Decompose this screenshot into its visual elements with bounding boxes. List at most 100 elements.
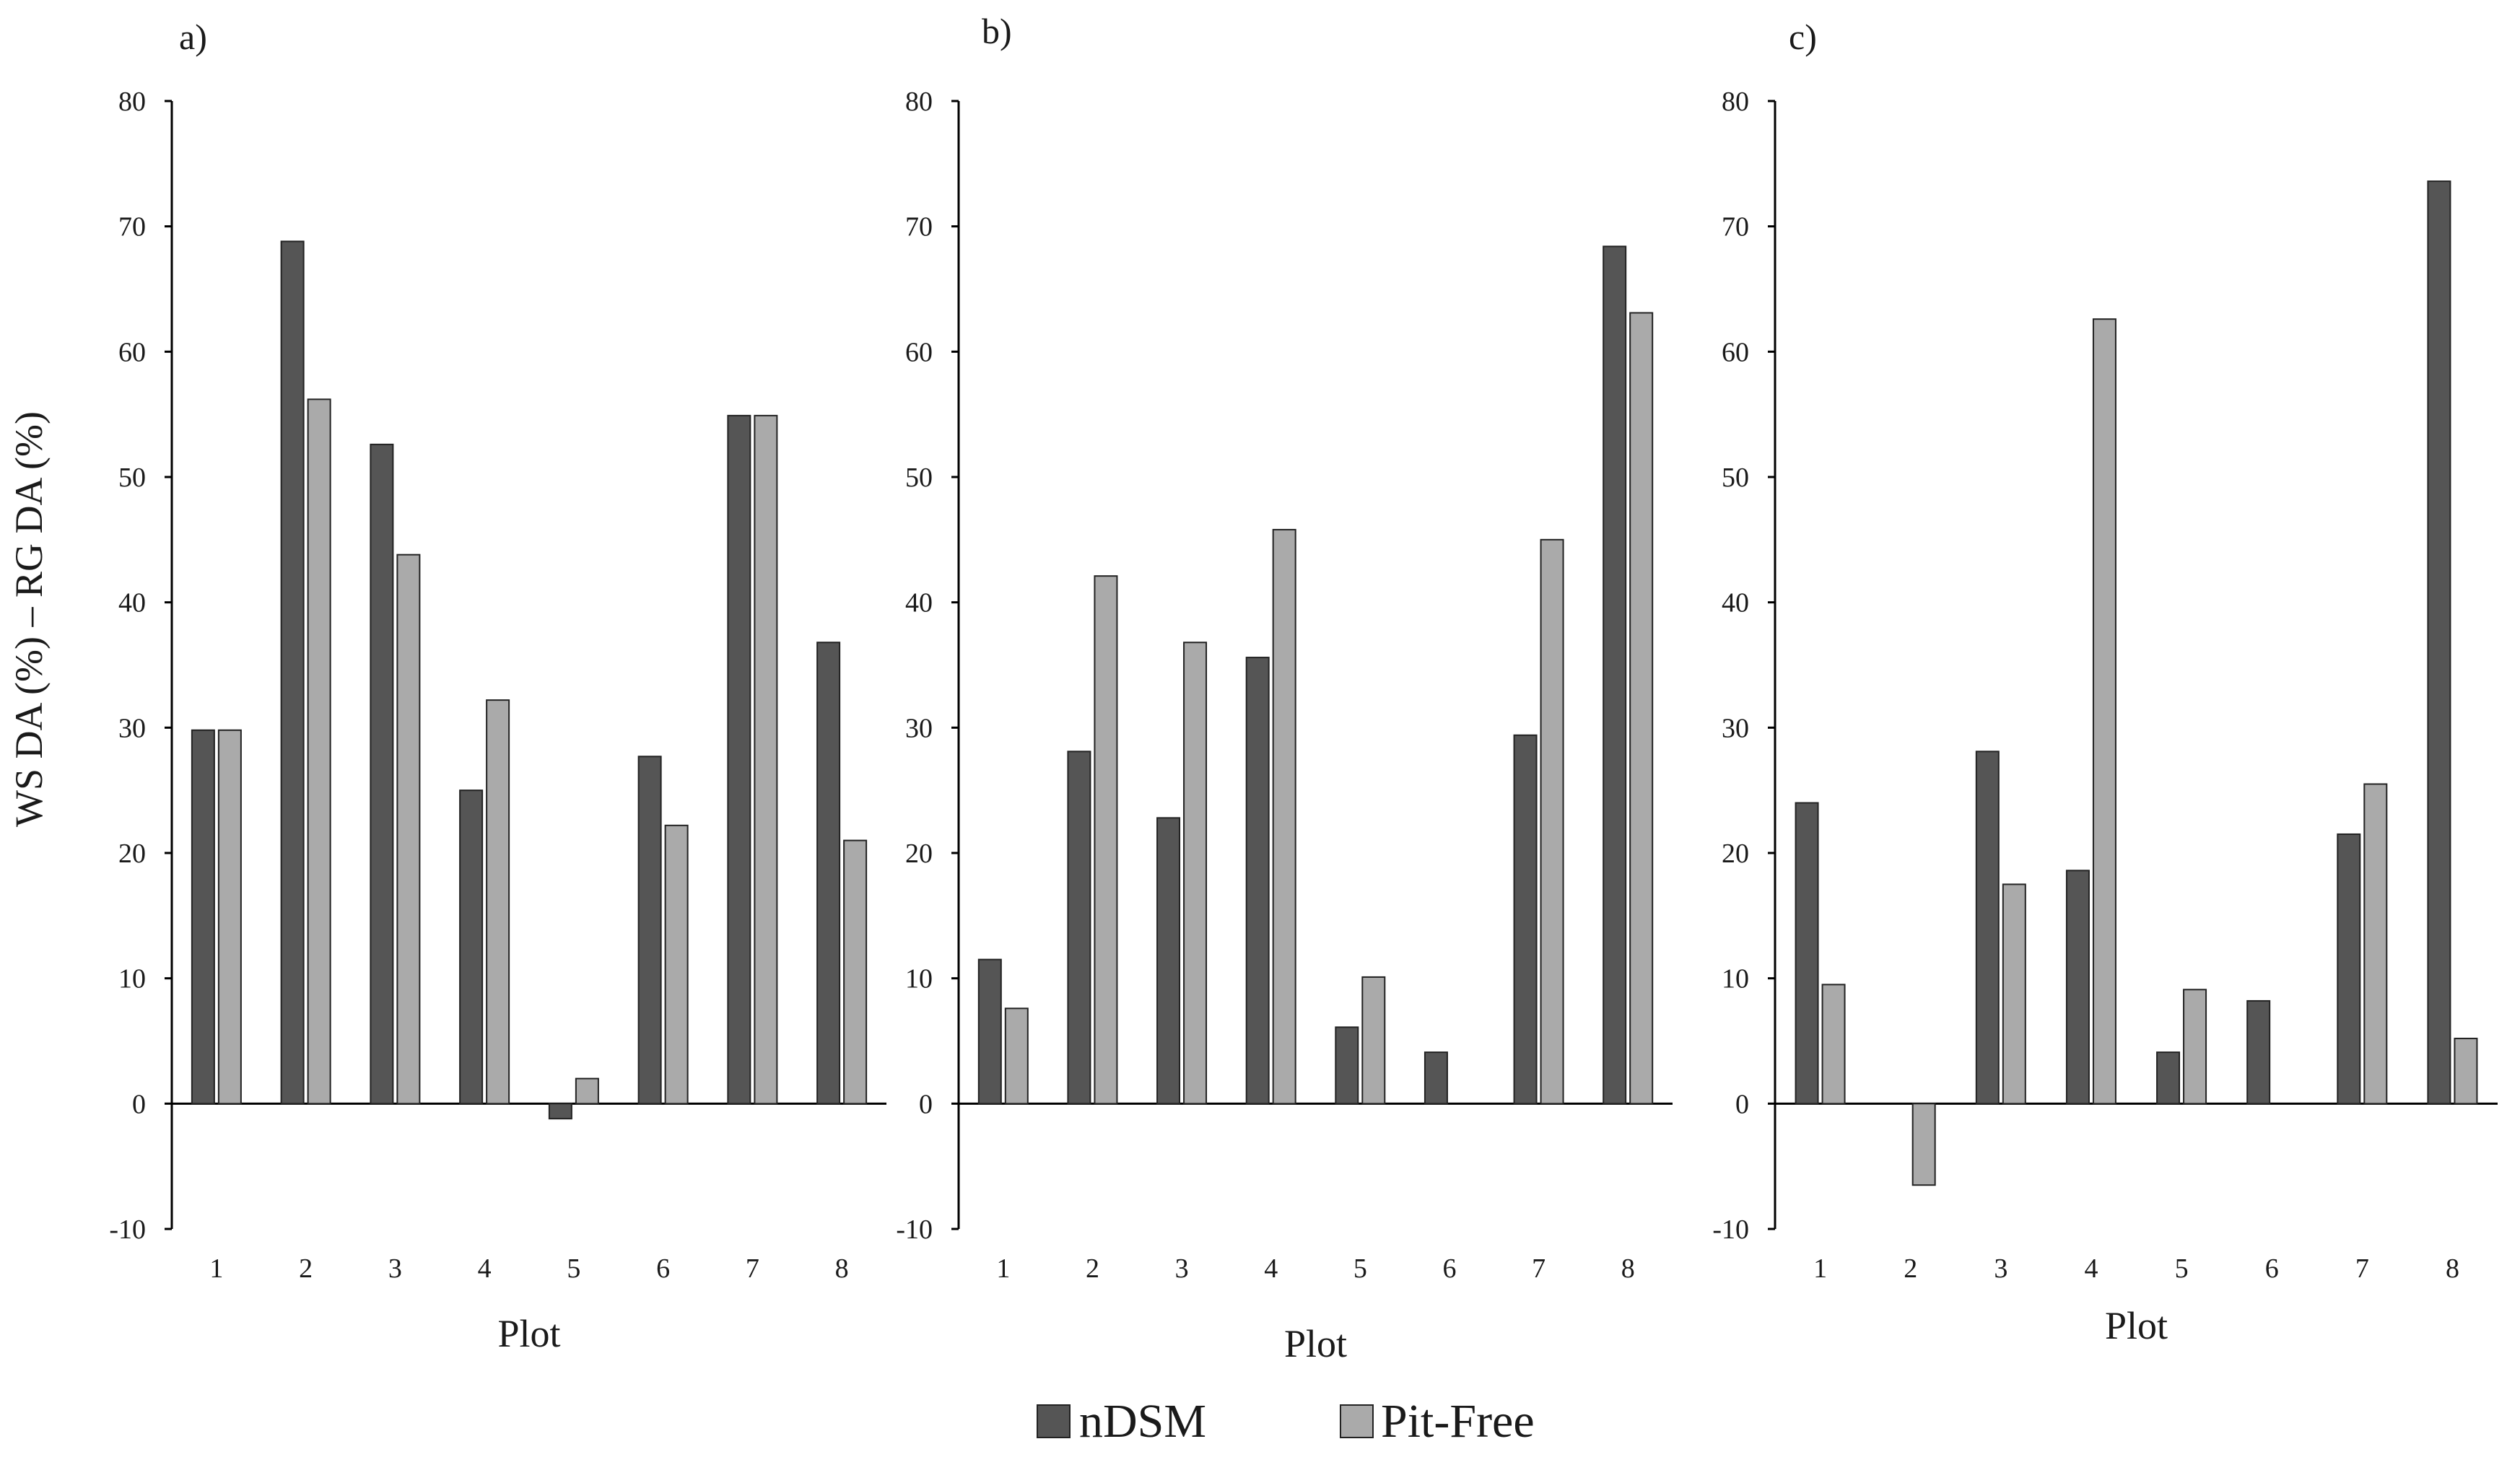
bar-ndsm-plot-8: [816, 642, 841, 1105]
x-tick-label: 8: [1621, 1253, 1635, 1284]
x-axis-title: Plot: [497, 1312, 560, 1355]
x-tick-label: 7: [1532, 1253, 1545, 1284]
bar-pit-free-plot-5: [575, 1077, 599, 1105]
panel-1: -10 0 10 20 30 40 50 60 70 80 1 2 3 4 5 6 7 8 a) Plot: [109, 17, 886, 1355]
x-tick-label: 5: [1353, 1253, 1367, 1284]
x-tick-label: 6: [2265, 1253, 2279, 1284]
y-tick-label: 30: [1722, 713, 1749, 743]
bar-pit-free-plot-8: [843, 839, 868, 1105]
legend-item-ndsm: nDSM: [1037, 1395, 1206, 1448]
y-tick-label: 0: [919, 1089, 933, 1119]
bar-ndsm-plot-1: [191, 729, 215, 1105]
bar-pit-free-plot-8: [1629, 312, 1654, 1105]
bar-ndsm-plot-3: [1975, 751, 2000, 1105]
x-tick-label: 4: [2084, 1253, 2098, 1284]
y-tick-label: 10: [1722, 964, 1749, 994]
bar-pit-free-plot-3: [396, 554, 421, 1105]
y-tick-label: 70: [1722, 212, 1749, 242]
y-tick-label: 30: [905, 713, 933, 743]
x-tick-label: 8: [2446, 1253, 2459, 1284]
y-tick-label: 50: [905, 463, 933, 493]
bar-ndsm-plot-8: [1603, 245, 1627, 1105]
y-tick-label: 40: [905, 588, 933, 618]
y-tick-label: 0: [132, 1089, 146, 1119]
y-tick-label: -10: [1712, 1215, 1749, 1245]
bar-pit-free-plot-5: [2183, 989, 2207, 1105]
bar-ndsm-plot-5: [2156, 1051, 2181, 1105]
y-tick-label: -10: [896, 1215, 933, 1245]
bar-ndsm-plot-2: [280, 240, 305, 1105]
bar-ndsm-plot-7: [2337, 833, 2361, 1105]
bar-ndsm-plot-8: [2427, 180, 2451, 1105]
bar-ndsm-plot-5: [1335, 1026, 1359, 1105]
x-tick-label: 2: [1904, 1253, 1917, 1284]
panel-3: -10 0 10 20 30 40 50 60 70 80 1 2 3 4 5 6 7 8 c) Plot: [1712, 17, 2498, 1347]
bar-pit-free-plot-6: [664, 824, 689, 1105]
bar-pit-free-plot-8: [2454, 1038, 2478, 1105]
panel-label: b): [982, 11, 1012, 51]
y-tick-label: 50: [1722, 463, 1749, 493]
x-tick-label: 1: [996, 1253, 1010, 1284]
y-tick-label: 80: [905, 87, 933, 117]
legend: nDSM Pit-Free: [1037, 1395, 1535, 1448]
x-tick-label: 8: [835, 1253, 849, 1284]
y-tick-label: 60: [905, 337, 933, 367]
legend-swatch: [1340, 1404, 1374, 1438]
bar-pit-free-plot-7: [2363, 783, 2388, 1105]
bar-ndsm-plot-7: [1513, 734, 1538, 1105]
bar-ndsm-plot-1: [977, 958, 1002, 1105]
x-tick-label: 4: [478, 1253, 492, 1284]
bar-ndsm-plot-3: [1156, 817, 1181, 1105]
bar-pit-free-plot-7: [1540, 538, 1564, 1105]
x-tick-label: 1: [1813, 1253, 1827, 1284]
x-tick-label: 5: [2175, 1253, 2189, 1284]
y-tick-label: 40: [1722, 588, 1749, 618]
x-tick-label: 4: [1264, 1253, 1278, 1284]
y-tick-label: 60: [1722, 337, 1749, 367]
bar-ndsm-plot-7: [727, 414, 751, 1105]
y-tick-label: 80: [1722, 87, 1749, 117]
y-tick-label: -10: [109, 1215, 146, 1245]
y-tick-label: 80: [118, 87, 146, 117]
y-tick-label: 70: [118, 212, 146, 242]
x-tick-label: 3: [1994, 1253, 2007, 1284]
legend-label: nDSM: [1079, 1395, 1206, 1448]
x-tick-label: 6: [656, 1253, 670, 1284]
bar-pit-free-plot-1: [217, 729, 242, 1105]
bar-ndsm-plot-4: [1245, 657, 1270, 1105]
y-axis-title: WS DA (%) – RG DA (%): [7, 411, 51, 827]
bar-ndsm-plot-4: [2065, 870, 2090, 1105]
bar-pit-free-plot-1: [1821, 984, 1846, 1105]
bar-ndsm-plot-3: [370, 443, 394, 1105]
y-tick-label: 0: [1735, 1089, 1749, 1119]
x-tick-label: 3: [1175, 1253, 1189, 1284]
bar-ndsm-plot-1: [1795, 802, 1819, 1105]
bar-pit-free-plot-4: [486, 699, 510, 1105]
bar-pit-free-plot-1: [1004, 1007, 1029, 1105]
x-axis-title: Plot: [2105, 1304, 2168, 1347]
legend-swatch: [1037, 1404, 1071, 1438]
x-tick-label: 3: [388, 1253, 402, 1284]
legend-item-pit-free: Pit-Free: [1340, 1395, 1535, 1448]
bar-ndsm-plot-2: [1067, 751, 1091, 1105]
bar-ndsm-plot-6: [2246, 999, 2271, 1105]
y-tick-label: 70: [905, 212, 933, 242]
bar-ndsm-plot-6: [637, 756, 662, 1105]
x-tick-label: 2: [299, 1253, 313, 1284]
x-tick-label: 7: [2355, 1253, 2369, 1284]
bar-pit-free-plot-4: [1272, 528, 1296, 1105]
y-tick-label: 20: [1722, 839, 1749, 869]
bar-pit-free-plot-3: [2002, 883, 2026, 1105]
x-axis-title: Plot: [1284, 1322, 1347, 1365]
panel-2: -10 0 10 20 30 40 50 60 70 80 1 2 3 4 5 6 7 8 b) Plot: [896, 11, 1673, 1365]
bar-pit-free-plot-2: [1094, 575, 1118, 1105]
legend-label: Pit-Free: [1381, 1395, 1535, 1448]
bar-ndsm-plot-6: [1424, 1051, 1448, 1105]
bar-pit-free-plot-7: [754, 414, 778, 1105]
panel-label: a): [179, 17, 207, 57]
bar-ndsm-plot-5: [548, 1103, 572, 1120]
bar-pit-free-plot-4: [2092, 318, 2116, 1105]
y-tick-label: 40: [118, 588, 146, 618]
